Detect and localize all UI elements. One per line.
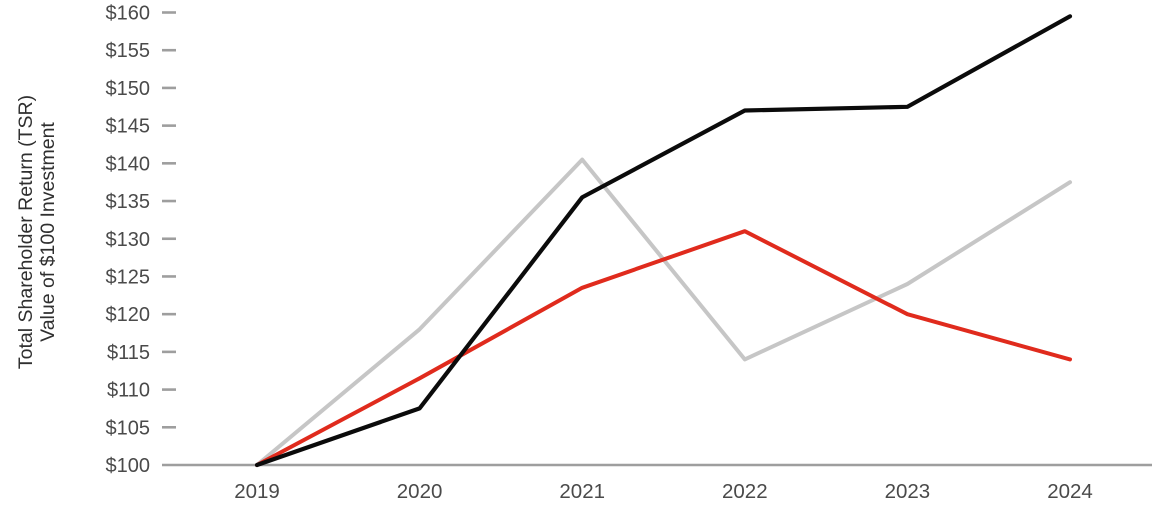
- y-tick-label: $115: [107, 342, 150, 364]
- y-tick-label: $110: [107, 380, 150, 402]
- y-tick-label: $100: [106, 455, 151, 477]
- x-tick-label: 2023: [885, 480, 931, 503]
- x-tick-label: 2019: [234, 480, 280, 503]
- x-tick-label: 2021: [559, 480, 605, 503]
- y-tick-label: $125: [106, 266, 151, 288]
- y-tick-label: $145: [106, 116, 151, 138]
- y-tick-label: $150: [106, 78, 151, 100]
- y-tick-label: $130: [106, 229, 151, 251]
- x-tick-label: 2024: [1047, 480, 1093, 503]
- y-tick-label: $160: [106, 3, 151, 25]
- black-series-line: [254, 14, 1073, 468]
- gray-series-line: [255, 157, 1072, 467]
- red-series-line: [255, 229, 1072, 467]
- y-tick-label: $120: [106, 304, 151, 326]
- y-tick-label: $105: [106, 417, 151, 439]
- x-tick-label: 2020: [397, 480, 443, 503]
- y-tick-label: $135: [106, 191, 151, 213]
- y-tick-label: $140: [106, 153, 151, 175]
- y-tick-label: $155: [106, 40, 151, 62]
- x-tick-label: 2022: [722, 480, 768, 503]
